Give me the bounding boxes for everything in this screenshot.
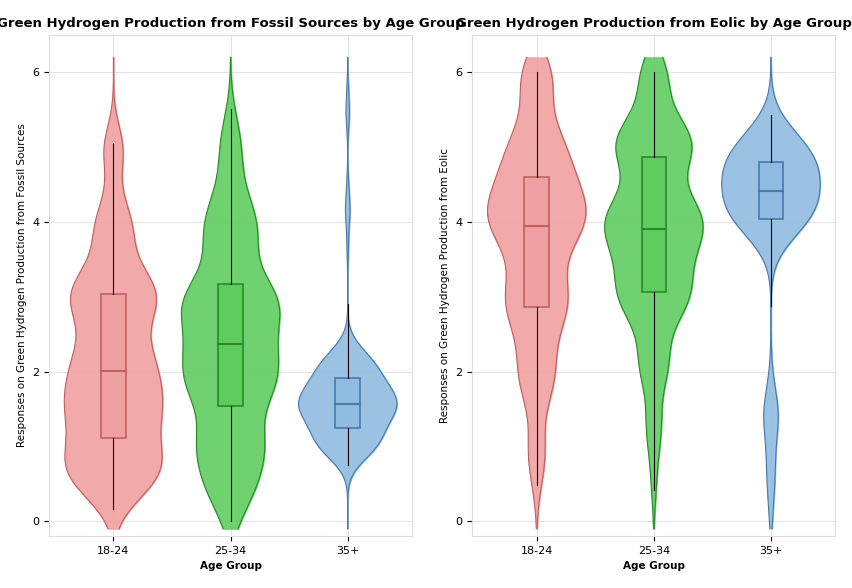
Bar [758, 162, 783, 219]
Title: Green Hydrogen Production from Fossil Sources by Age Group: Green Hydrogen Production from Fossil So… [0, 16, 464, 29]
Bar [336, 378, 360, 428]
Bar [218, 284, 243, 406]
X-axis label: Age Group: Age Group [623, 562, 685, 572]
Bar [524, 177, 549, 306]
Bar [101, 294, 126, 438]
Y-axis label: Responses on Green Hydrogen Production from Fossil Sources: Responses on Green Hydrogen Production f… [17, 123, 26, 447]
Y-axis label: Responses on Green Hydrogen Production from Eolic: Responses on Green Hydrogen Production f… [440, 148, 450, 423]
Bar [642, 157, 666, 292]
Title: Green Hydrogen Production from Eolic by Age Group: Green Hydrogen Production from Eolic by … [456, 16, 852, 29]
X-axis label: Age Group: Age Group [199, 562, 262, 572]
